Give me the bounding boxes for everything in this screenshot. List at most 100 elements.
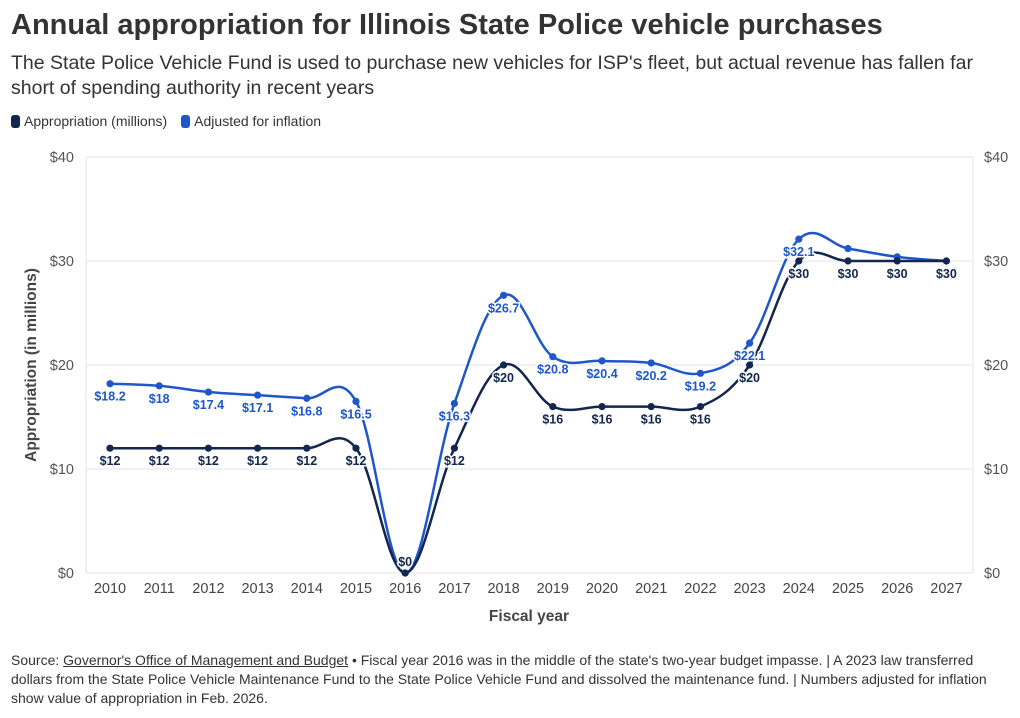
data-label-inflation: $18 — [149, 392, 170, 406]
data-label-inflation: $20.4 — [586, 367, 617, 381]
x-tick-label: 2011 — [144, 581, 175, 597]
data-label-inflation: $26.7 — [488, 301, 519, 315]
data-point-appropriation — [795, 257, 803, 265]
data-point-inflation — [549, 353, 557, 361]
y-tick-label-left: $10 — [50, 462, 74, 478]
legend-item-inflation[interactable]: Adjusted for inflation — [181, 113, 321, 129]
data-label-inflation: $16.8 — [291, 404, 322, 418]
x-tick-label: 2019 — [537, 581, 569, 597]
x-tick-label: 2010 — [94, 581, 126, 597]
data-point-appropriation — [401, 569, 409, 577]
legend: Appropriation (millions) Adjusted for in… — [11, 113, 321, 129]
data-label-inflation: $17.1 — [242, 401, 273, 415]
data-label-appropriation: $20 — [739, 371, 760, 385]
data-point-inflation — [746, 339, 754, 347]
data-point-appropriation — [106, 444, 114, 452]
data-label-inflation: $17.4 — [193, 398, 224, 412]
data-label-appropriation: $20 — [493, 371, 514, 385]
x-tick-label: 2012 — [192, 581, 224, 597]
data-label-appropriation: $30 — [788, 267, 809, 281]
data-point-appropriation — [844, 257, 852, 265]
data-label-inflation: $16.3 — [439, 409, 470, 423]
data-label-appropriation: $16 — [592, 413, 613, 427]
x-tick-label: 2023 — [733, 581, 765, 597]
data-label-appropriation: $12 — [346, 454, 367, 468]
data-point-inflation — [204, 388, 212, 396]
series-line-appropriation — [110, 251, 947, 575]
data-point-appropriation — [352, 444, 360, 452]
y-tick-label-right: $20 — [984, 358, 1008, 374]
source-link[interactable]: Governor's Office of Management and Budg… — [63, 652, 349, 668]
legend-swatch-inflation — [181, 114, 191, 128]
source-label: Source: — [11, 652, 60, 668]
data-point-inflation — [450, 399, 458, 408]
data-label-appropriation: $30 — [887, 267, 908, 281]
data-point-appropriation — [598, 403, 606, 411]
legend-label-appropriation: Appropriation (millions) — [24, 113, 168, 129]
data-point-appropriation — [155, 444, 163, 452]
y-tick-label-right: $0 — [984, 566, 1000, 582]
y-tick-label-left: $40 — [50, 150, 74, 166]
data-label-appropriation: $30 — [936, 267, 957, 281]
data-label-inflation: $32.1 — [783, 245, 814, 259]
data-label-appropriation: $16 — [641, 413, 662, 427]
data-label-inflation: $20.8 — [537, 363, 568, 377]
x-tick-label: 2017 — [438, 581, 470, 597]
data-point-inflation — [647, 359, 655, 367]
data-label-inflation: $16.5 — [340, 407, 371, 421]
data-label-inflation: $18.2 — [94, 390, 125, 404]
legend-item-appropriation[interactable]: Appropriation (millions) — [11, 113, 167, 129]
data-point-appropriation — [204, 444, 212, 452]
data-label-appropriation: $16 — [542, 413, 563, 427]
data-label-appropriation: $12 — [444, 454, 465, 468]
y-axis-title: Appropriation (in millions) — [23, 268, 40, 462]
data-point-appropriation — [746, 361, 754, 369]
line-chart: $0 $0 $10 $10 $20 $20 $30 $30 $40 $40 2010 2011 2012… — [23, 150, 1008, 625]
x-tick-label: 2022 — [684, 581, 716, 597]
x-tick-label: 2024 — [783, 581, 815, 597]
chart-subtitle: The State Police Vehicle Fund is used to… — [11, 52, 973, 99]
data-label-appropriation: $16 — [690, 413, 711, 427]
data-point-appropriation — [647, 403, 655, 411]
data-label-appropriation: $30 — [838, 267, 859, 281]
footer-note: • Fiscal year 2016 was in the middle of … — [11, 652, 987, 706]
data-label-appropriation: $12 — [296, 454, 317, 468]
y-tick-label-right: $30 — [984, 254, 1008, 270]
x-tick-label: 2016 — [389, 581, 421, 597]
source-note: Source: Governor's Office of Management … — [11, 651, 1011, 708]
data-label-appropriation: $12 — [198, 454, 219, 468]
y-tick-label-right: $10 — [984, 462, 1008, 478]
data-point-inflation — [500, 291, 508, 299]
data-label-appropriation: $12 — [100, 454, 121, 468]
data-label-inflation: $22.1 — [734, 349, 765, 363]
x-tick-label: 2021 — [635, 581, 667, 597]
data-point-appropriation — [549, 403, 557, 411]
x-tick-label: 2020 — [586, 581, 618, 597]
data-point-inflation — [844, 244, 852, 253]
y-tick-label-right: $40 — [984, 150, 1008, 166]
data-point-appropriation — [303, 444, 311, 452]
data-label-inflation: $19.2 — [685, 379, 716, 393]
x-tick-label: 2027 — [930, 581, 962, 597]
y-tick-label-left: $20 — [50, 358, 74, 374]
data-point-inflation — [598, 357, 606, 365]
data-point-inflation — [352, 397, 360, 405]
data-point-inflation — [696, 369, 705, 377]
series-line-inflation — [109, 231, 947, 575]
y-tick-label-left: $30 — [50, 254, 74, 270]
data-label-appropriation: $0 — [398, 555, 412, 569]
y-tick-label-left: $0 — [58, 566, 74, 582]
chart-title: Annual appropriation for Illinois State … — [11, 9, 883, 41]
data-label-appropriation: $12 — [149, 454, 170, 468]
legend-swatch-appropriation — [11, 114, 20, 128]
data-label-appropriation: $12 — [247, 454, 268, 468]
data-point-appropriation — [942, 257, 951, 265]
data-point-inflation — [795, 235, 803, 243]
data-point-inflation — [303, 394, 311, 402]
data-point-inflation — [106, 380, 114, 388]
data-point-inflation — [254, 391, 262, 399]
x-tick-label: 2026 — [881, 581, 913, 597]
x-tick-label: 2018 — [487, 581, 519, 597]
data-point-appropriation — [893, 257, 901, 265]
x-tick-label: 2013 — [241, 581, 273, 597]
